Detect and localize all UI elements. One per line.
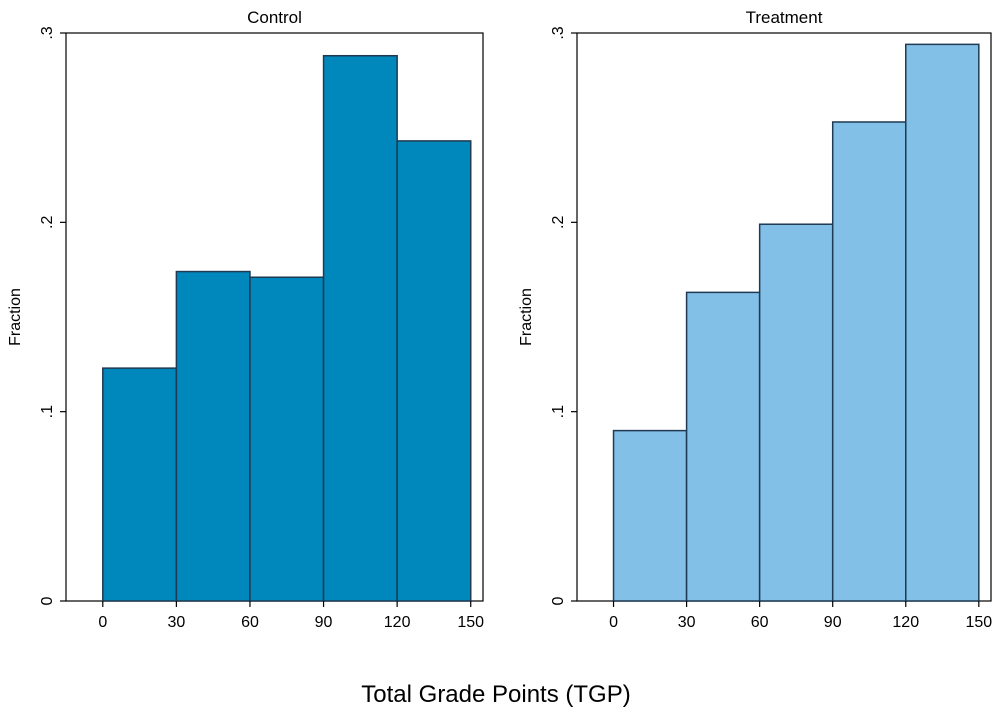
x-tick-label: 90 — [315, 614, 333, 631]
x-tick-label: 120 — [892, 614, 919, 631]
x-tick-label: 0 — [98, 614, 107, 631]
histogram-bar — [175, 270, 251, 602]
y-tick-label: 0 — [550, 596, 567, 605]
histogram-bar — [831, 121, 907, 602]
y-tick-label: .3 — [39, 26, 56, 39]
histogram-bar — [612, 429, 688, 602]
y-tick-label: .2 — [39, 216, 56, 229]
x-tick-label: 30 — [678, 614, 696, 631]
panel-title: Treatment — [746, 8, 823, 27]
y-tick-label: .1 — [39, 405, 56, 418]
histogram-bar — [685, 291, 761, 602]
y-tick-label: .3 — [550, 26, 567, 39]
histogram-bar — [758, 223, 834, 602]
x-axis-label: Total Grade Points (TGP) — [361, 681, 630, 708]
y-tick-label: 0 — [39, 596, 56, 605]
histogram-bar — [102, 367, 178, 602]
x-tick-label: 120 — [384, 614, 411, 631]
histogram-bar — [249, 276, 325, 602]
x-tick-label: 150 — [457, 614, 484, 631]
y-tick-label: .1 — [550, 405, 567, 418]
panel-treatment: Treatment Fraction 0 .1 .2 .3 0 30 60 90 120 150 — [518, 8, 992, 631]
x-tick-label: 60 — [751, 614, 769, 631]
histogram-bar — [322, 54, 398, 602]
y-axis-label: Fraction — [518, 288, 535, 346]
y-axis-label: Fraction — [7, 288, 24, 346]
panel-title: Control — [247, 8, 302, 27]
histogram-bar — [396, 140, 472, 602]
histogram-bar — [905, 43, 980, 602]
x-tick-label: 0 — [609, 614, 618, 631]
y-tick-label: .2 — [550, 216, 567, 229]
x-tick-label: 60 — [241, 614, 259, 631]
x-tick-label: 30 — [167, 614, 185, 631]
x-tick-label: 150 — [965, 614, 992, 631]
panel-control: Control Fraction 0 .1 .2 .3 0 30 60 90 120 150 — [7, 8, 484, 631]
x-tick-label: 90 — [824, 614, 842, 631]
